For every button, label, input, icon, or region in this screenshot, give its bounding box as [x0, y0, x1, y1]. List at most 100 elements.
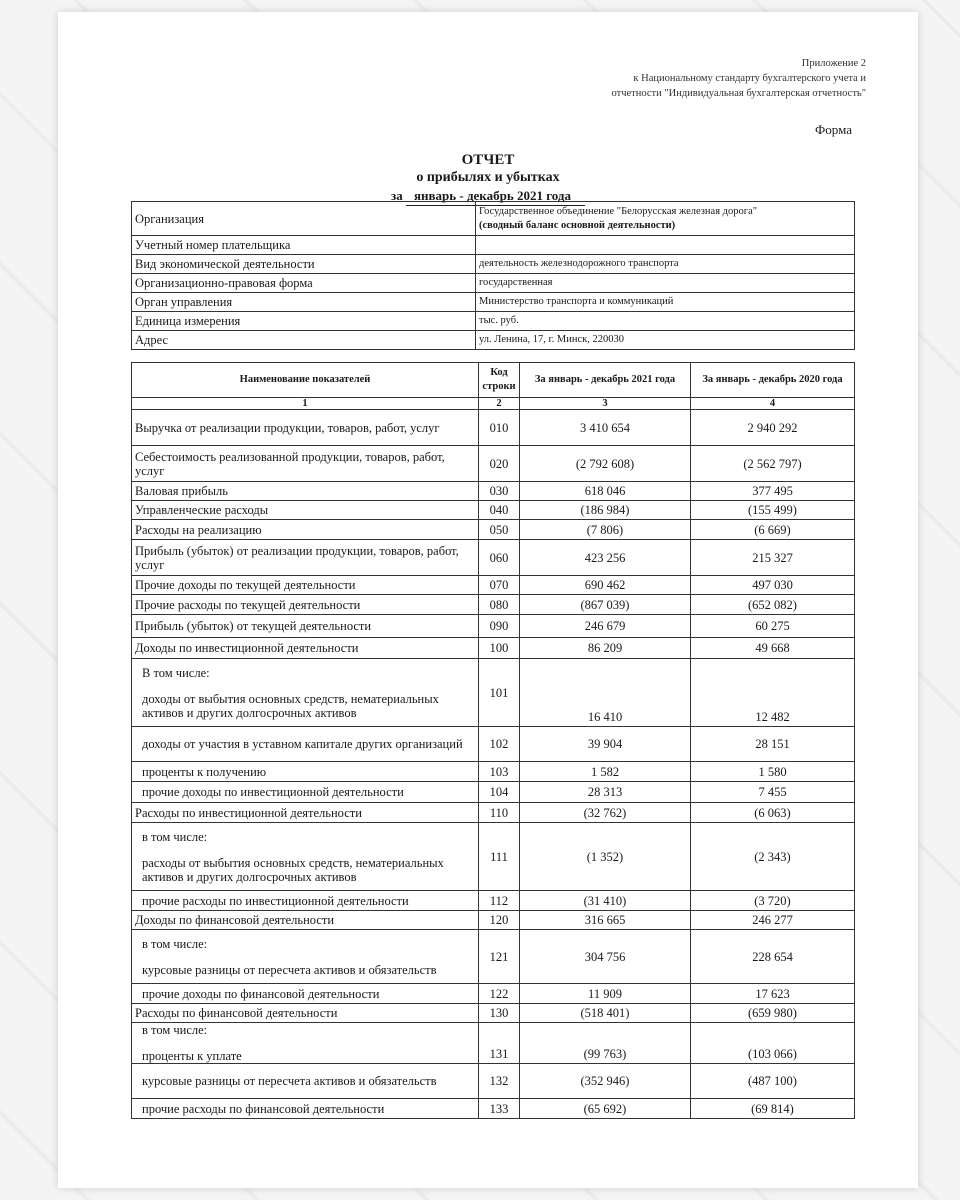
row-label: Прибыль (убыток) от реализации продукции… [131, 539, 479, 576]
row-code: 111 [478, 822, 520, 891]
table-row-103: проценты к получению 103 1 582 1 580 [131, 761, 855, 782]
table-row-020: Себестоимость реализованной продукции, т… [131, 445, 855, 482]
row-label: доходы от участия в уставном капитале др… [131, 726, 479, 762]
info-value: ул. Ленина, 17, г. Минск, 220030 [475, 330, 855, 350]
value-2020: 246 277 [690, 910, 855, 930]
table-row-080: Прочие расходы по текущей деятельности 08… [131, 594, 855, 615]
row-code: 040 [478, 500, 520, 520]
table-row-130: Расходы по финансовой деятельности 130 (51… [131, 1003, 855, 1023]
row-label: Выручка от реализации продукции, товаров… [131, 409, 479, 446]
row-label: В том числе: доходы от выбытия основных с… [131, 658, 479, 727]
row-code: 050 [478, 519, 520, 540]
row-label: в том числе: расходы от выбытия основных … [131, 822, 479, 891]
row-code: 130 [478, 1003, 520, 1023]
row-label: в том числе: проценты к уплате [131, 1022, 479, 1064]
row-label: Доходы по финансовой деятельности [131, 910, 479, 930]
table-row-111: в том числе: расходы от выбытия основных … [131, 822, 855, 891]
table-row-060: Прибыль (убыток) от реализации продукции… [131, 539, 855, 576]
table-row-110: Расходы по инвестиционной деятельности 11… [131, 802, 855, 823]
row-code: 104 [478, 781, 520, 803]
row-label-text: прочие расходы по инвестиционной деятель… [142, 893, 409, 908]
row-label-text: доходы от выбытия основных средств, нема… [142, 691, 439, 720]
row-label: Расходы по инвестиционной деятельности [131, 802, 479, 823]
row-label: Доходы по инвестиционной деятельности [131, 637, 479, 659]
value-2020: (487 100) [690, 1063, 855, 1099]
row-label-text: Прибыль (убыток) от текущей деятельности [135, 619, 372, 633]
table-row-100: Доходы по инвестиционной деятельности 100… [131, 637, 855, 659]
table-row-131: в том числе: проценты к уплате 131 (99 763)… [131, 1022, 855, 1064]
table-row-122: прочие доходы по финансовой деятельности… [131, 983, 855, 1004]
appendix-line: отчетности "Индивидуальная бухгалтерская… [611, 88, 867, 99]
period-prefix: за [391, 188, 403, 203]
row-label-text: прочие доходы по финансовой деятельности [142, 986, 380, 1001]
row-code: 080 [478, 594, 520, 615]
row-label-text: расходы от выбытия основных средств, нем… [142, 855, 444, 884]
row-code: 100 [478, 637, 520, 659]
value-2020: (2 562 797) [690, 445, 855, 482]
info-value-text: тыс. руб. [479, 315, 519, 326]
value-2021: 16 410 [519, 658, 691, 727]
value-2020: (155 499) [690, 500, 855, 520]
value-2020: 228 654 [690, 929, 855, 984]
value-2020: 497 030 [690, 575, 855, 595]
row-label-text: курсовые разницы от пересчета активов и … [142, 962, 437, 977]
document-page: Приложение 2 к Национальному стандарту б… [58, 12, 918, 1188]
row-label: Расходы по финансовой деятельности [131, 1003, 479, 1023]
value-2021: (99 763) [519, 1022, 691, 1064]
header-2020: За январь - декабрь 2020 года [690, 362, 855, 398]
info-value: государственная [475, 273, 855, 293]
info-value-text: государственная [479, 277, 553, 288]
table-row-050: Расходы на реализацию 050 (7 806) (6 669) [131, 519, 855, 540]
appendix-line: к Национальному стандарту бухгалтерского… [633, 73, 866, 84]
info-label: Вид экономической деятельности [131, 254, 476, 274]
value-2020: 60 275 [690, 614, 855, 638]
row-label-text: Расходы по финансовой деятельности [135, 1006, 338, 1020]
row-label: Прочие доходы по текущей деятельности [131, 575, 479, 595]
table-row-090: Прибыль (убыток) от текущей деятельности… [131, 614, 855, 638]
info-label: Организация [131, 201, 476, 236]
value-2021: (352 946) [519, 1063, 691, 1099]
info-value: тыс. руб. [475, 311, 855, 331]
value-2021: 316 665 [519, 910, 691, 930]
row-code: 020 [478, 445, 520, 482]
row-label: проценты к получению [131, 761, 479, 782]
value-2020: 49 668 [690, 637, 855, 659]
row-label: Прибыль (убыток) от текущей деятельности [131, 614, 479, 638]
value-2021: 618 046 [519, 481, 691, 501]
value-2021: 423 256 [519, 539, 691, 576]
row-label-text: Доходы по инвестиционной деятельности [135, 641, 359, 655]
report-title: ОТЧЕТ [461, 152, 515, 168]
subtotal-prefix: в том числе: [142, 936, 208, 951]
info-label: Адрес [131, 330, 476, 350]
table-row-102: доходы от участия в уставном капитале др… [131, 726, 855, 762]
value-2021: 304 756 [519, 929, 691, 984]
row-label-text: Валовая прибыль [135, 484, 228, 498]
col-number: 1 [131, 397, 479, 410]
profit-loss-table: Наименование показателей Код строки За я… [131, 362, 855, 1119]
row-code: 132 [478, 1063, 520, 1099]
row-label-text: Расходы по инвестиционной деятельности [135, 805, 362, 820]
row-label-text: Прочие расходы по текущей деятельности [135, 597, 361, 612]
row-label: прочие расходы по финансовой деятельност… [131, 1098, 479, 1119]
value-2021: (31 410) [519, 890, 691, 911]
row-label: Себестоимость реализованной продукции, т… [131, 445, 479, 482]
table-header-row: Наименование показателей Код строки За я… [131, 362, 855, 398]
info-value-text: Государственное объединение "Белорусская… [479, 205, 758, 217]
value-2020: 17 623 [690, 983, 855, 1004]
row-label: курсовые разницы от пересчета активов и … [131, 1063, 479, 1099]
column-number-row: 1 2 3 4 [131, 397, 855, 410]
value-2021: 1 582 [519, 761, 691, 782]
row-label: Расходы на реализацию [131, 519, 479, 540]
row-label: прочие расходы по инвестиционной деятель… [131, 890, 479, 911]
value-2021: (518 401) [519, 1003, 691, 1023]
row-label-text: проценты к получению [142, 764, 267, 779]
value-2021: 28 313 [519, 781, 691, 803]
form-label: Форма [815, 122, 852, 137]
row-label-text: Прибыль (убыток) от реализации продукции… [135, 543, 459, 572]
table-row-010: Выручка от реализации продукции, товаров… [131, 409, 855, 446]
row-label: Прочие расходы по текущей деятельности [131, 594, 479, 615]
info-row: Единица измерения тыс. руб. [131, 311, 855, 331]
table-row-112: прочие расходы по инвестиционной деятель… [131, 890, 855, 911]
value-2020: (69 814) [690, 1098, 855, 1119]
row-label: Валовая прибыль [131, 481, 479, 501]
